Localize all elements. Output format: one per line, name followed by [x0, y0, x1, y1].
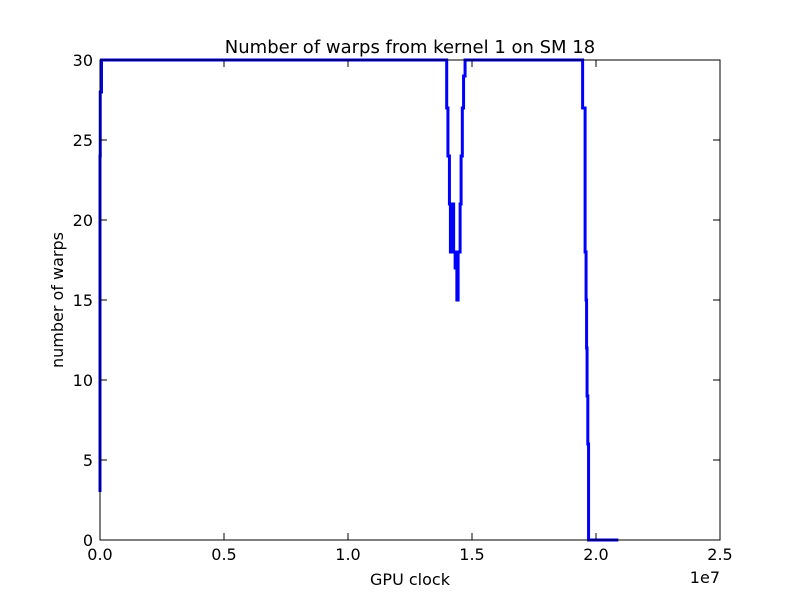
y-tick-label: 30: [73, 51, 93, 70]
x-axis-label: GPU clock: [370, 570, 451, 589]
y-tick-label: 10: [73, 371, 93, 390]
y-tick-label: 5: [83, 451, 93, 470]
y-tick-label: 0: [83, 531, 93, 550]
x-tick-label: 0.5: [211, 545, 236, 564]
axis-ticks: 0.0 0.5 1.0 1.5 2.0 2.5 0 5 10 15 20 25 30: [73, 51, 733, 564]
chart-title: Number of warps from kernel 1 on SM 18: [225, 37, 595, 58]
x-tick-label: 1.0: [335, 545, 360, 564]
x-tick-label: 0.0: [87, 545, 112, 564]
y-tick-label: 15: [73, 291, 93, 310]
series-line-0: [98, 58, 619, 542]
x-tick-label: 2.0: [583, 545, 608, 564]
y-tick-label: 20: [73, 211, 93, 230]
x-tick-label: 1.5: [459, 545, 484, 564]
x-tick-label: 2.5: [707, 545, 732, 564]
x-axis-offset-text: 1e7: [690, 568, 720, 587]
y-tick-label: 25: [73, 131, 93, 150]
y-axis-label: number of warps: [48, 232, 67, 368]
